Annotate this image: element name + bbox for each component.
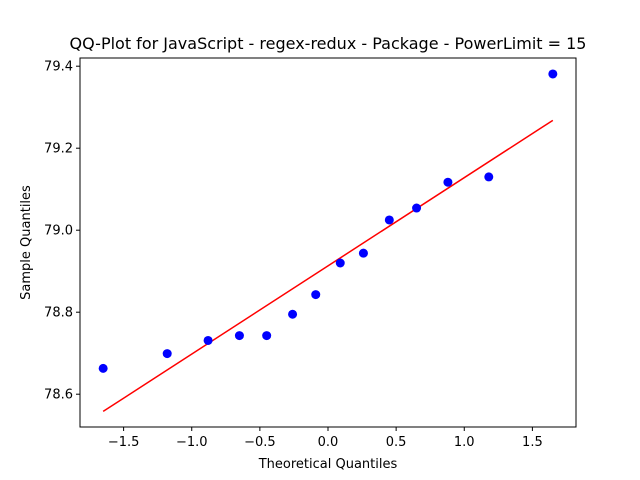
data-point	[443, 177, 453, 187]
data-point	[484, 172, 494, 182]
x-axis-label: Theoretical Quantiles	[258, 457, 398, 472]
y-tick-label: 78.8	[44, 306, 73, 321]
plot-area	[98, 69, 558, 413]
data-point	[548, 69, 558, 79]
data-point	[384, 215, 394, 225]
data-point	[335, 258, 345, 268]
y-tick-label: 79.2	[44, 142, 73, 157]
x-tick-label: −1.5	[108, 435, 140, 450]
data-point	[288, 309, 298, 319]
data-point	[311, 290, 321, 300]
x-axis-ticks: −1.5 −1.0 −0.5 0.0 0.5 1.0 1.5	[108, 427, 543, 450]
x-tick-label: 0.0	[318, 435, 339, 450]
data-point	[98, 363, 108, 373]
x-tick-label: −1.0	[176, 435, 208, 450]
y-tick-label: 78.6	[44, 388, 73, 403]
data-point	[234, 331, 244, 341]
data-point	[358, 248, 368, 258]
x-tick-label: −0.5	[244, 435, 276, 450]
y-axis-ticks: 78.6 78.8 79.0 79.2 79.4	[44, 60, 80, 403]
data-point	[262, 331, 272, 341]
data-point	[412, 203, 422, 213]
y-axis-label: Sample Quantiles	[19, 185, 34, 300]
x-tick-label: 1.0	[454, 435, 475, 450]
x-tick-label: 0.5	[386, 435, 407, 450]
y-tick-label: 79.4	[44, 60, 73, 75]
data-point	[162, 349, 172, 359]
x-tick-label: 1.5	[522, 435, 543, 450]
y-tick-label: 79.0	[44, 224, 73, 239]
chart-title: QQ-Plot for JavaScript - regex-redux - P…	[70, 34, 587, 53]
reference-line	[102, 119, 554, 413]
data-point	[203, 335, 213, 345]
